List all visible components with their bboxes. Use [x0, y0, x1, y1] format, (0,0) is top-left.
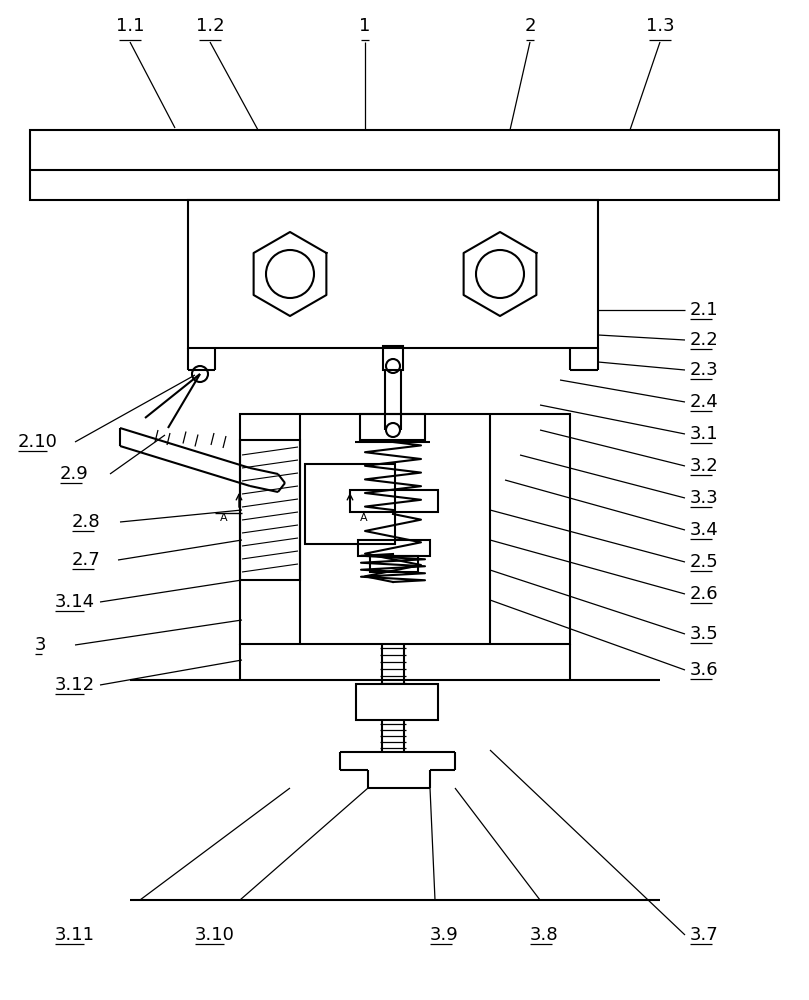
- Text: 3: 3: [35, 636, 46, 654]
- Text: 2.1: 2.1: [690, 301, 718, 319]
- Text: 1: 1: [359, 17, 371, 35]
- Text: 3.10: 3.10: [195, 926, 235, 944]
- Bar: [240, 414, 570, 644]
- Text: 1.1: 1.1: [116, 17, 144, 35]
- Text: 1.3: 1.3: [646, 17, 675, 35]
- Text: 2.10: 2.10: [18, 433, 58, 451]
- Text: 3.11: 3.11: [55, 926, 95, 944]
- Text: A: A: [360, 513, 367, 523]
- Text: 3.2: 3.2: [690, 457, 718, 475]
- Bar: [350, 490, 438, 512]
- Text: 2.3: 2.3: [690, 361, 718, 379]
- Bar: [188, 200, 598, 348]
- Bar: [370, 556, 418, 572]
- Bar: [356, 684, 438, 720]
- Bar: [240, 440, 300, 580]
- Text: 2.8: 2.8: [72, 513, 100, 531]
- Bar: [305, 464, 395, 544]
- Text: 3.5: 3.5: [690, 625, 718, 643]
- Text: 2.5: 2.5: [690, 553, 718, 571]
- Text: 2.6: 2.6: [690, 585, 718, 603]
- Text: 2.4: 2.4: [690, 393, 718, 411]
- Text: 3.3: 3.3: [690, 489, 718, 507]
- Bar: [383, 346, 403, 370]
- Text: 3.12: 3.12: [55, 676, 95, 694]
- Text: 3.14: 3.14: [55, 593, 95, 611]
- Bar: [360, 414, 425, 440]
- Text: 3.9: 3.9: [430, 926, 459, 944]
- Text: 3.1: 3.1: [690, 425, 718, 443]
- Text: 3.6: 3.6: [690, 661, 718, 679]
- Text: 3.7: 3.7: [690, 926, 718, 944]
- Text: 2.2: 2.2: [690, 331, 718, 349]
- Text: 2.7: 2.7: [72, 551, 101, 569]
- Bar: [358, 540, 430, 556]
- Text: A: A: [220, 513, 228, 523]
- Text: 2: 2: [524, 17, 536, 35]
- Text: 3.8: 3.8: [530, 926, 559, 944]
- Text: 2.9: 2.9: [60, 465, 89, 483]
- Text: 3.4: 3.4: [690, 521, 718, 539]
- Bar: [30, 130, 779, 200]
- Text: 1.2: 1.2: [196, 17, 224, 35]
